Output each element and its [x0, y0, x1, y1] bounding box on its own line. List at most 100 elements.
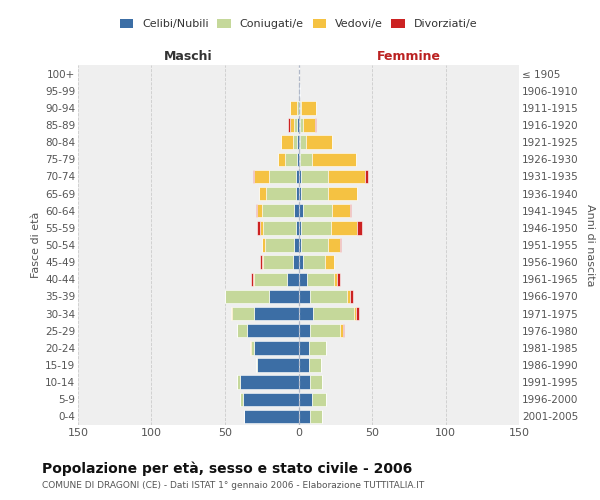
Bar [365, 170, 368, 183]
Bar [281, 136, 293, 149]
Bar [343, 324, 344, 338]
Bar [269, 290, 299, 303]
Bar [257, 358, 299, 372]
Bar [299, 341, 309, 354]
Bar [293, 256, 299, 269]
Bar [263, 256, 293, 269]
Bar [259, 187, 266, 200]
Bar [294, 238, 299, 252]
Bar [310, 324, 340, 338]
Bar [299, 272, 307, 286]
Bar [285, 152, 297, 166]
Bar [257, 204, 262, 218]
Bar [301, 101, 316, 114]
Bar [297, 118, 299, 132]
Bar [310, 290, 347, 303]
Bar [312, 392, 326, 406]
Bar [299, 170, 301, 183]
Bar [299, 187, 301, 200]
Bar [301, 170, 328, 183]
Bar [356, 307, 359, 320]
Bar [244, 410, 299, 423]
Bar [300, 152, 312, 166]
Bar [299, 118, 300, 132]
Bar [293, 136, 297, 149]
Bar [254, 307, 299, 320]
Bar [225, 290, 269, 303]
Bar [253, 170, 254, 183]
Y-axis label: Fasce di età: Fasce di età [31, 212, 41, 278]
Bar [296, 170, 299, 183]
Bar [301, 221, 331, 234]
Bar [299, 307, 313, 320]
Bar [355, 307, 356, 320]
Bar [307, 272, 334, 286]
Bar [299, 136, 300, 149]
Bar [263, 221, 296, 234]
Bar [328, 187, 357, 200]
Bar [240, 392, 242, 406]
Bar [340, 324, 343, 338]
Bar [299, 392, 312, 406]
Bar [250, 341, 251, 354]
Bar [296, 221, 299, 234]
Bar [350, 290, 353, 303]
Bar [300, 101, 301, 114]
Bar [287, 272, 299, 286]
Bar [297, 101, 299, 114]
Bar [337, 272, 340, 286]
Bar [328, 238, 340, 252]
Bar [260, 256, 262, 269]
Bar [350, 204, 352, 218]
Bar [299, 324, 310, 338]
Bar [334, 272, 337, 286]
Bar [300, 118, 303, 132]
Bar [300, 136, 306, 149]
Bar [301, 187, 328, 200]
Bar [262, 238, 265, 252]
Bar [303, 204, 332, 218]
Bar [262, 204, 294, 218]
Bar [297, 152, 299, 166]
Bar [299, 84, 300, 98]
Bar [288, 118, 290, 132]
Bar [299, 290, 310, 303]
Bar [299, 256, 303, 269]
Bar [294, 204, 299, 218]
Bar [253, 272, 254, 286]
Bar [303, 256, 325, 269]
Text: COMUNE DI DRAGONI (CE) - Dati ISTAT 1° gennaio 2006 - Elaborazione TUTTITALIA.IT: COMUNE DI DRAGONI (CE) - Dati ISTAT 1° g… [42, 481, 424, 490]
Bar [299, 221, 301, 234]
Bar [269, 170, 296, 183]
Text: Maschi: Maschi [164, 50, 212, 64]
Bar [340, 238, 341, 252]
Bar [325, 256, 334, 269]
Bar [290, 101, 297, 114]
Bar [240, 376, 299, 389]
Bar [237, 324, 247, 338]
Bar [299, 410, 310, 423]
Bar [309, 358, 320, 372]
Bar [247, 324, 299, 338]
Bar [254, 272, 287, 286]
Text: Popolazione per età, sesso e stato civile - 2006: Popolazione per età, sesso e stato civil… [42, 462, 412, 476]
Bar [314, 118, 316, 132]
Bar [242, 392, 299, 406]
Bar [296, 187, 299, 200]
Text: Femmine: Femmine [377, 50, 441, 64]
Bar [299, 152, 300, 166]
Bar [328, 170, 365, 183]
Bar [254, 170, 269, 183]
Bar [297, 136, 299, 149]
Bar [332, 204, 350, 218]
Bar [331, 221, 358, 234]
Bar [231, 307, 232, 320]
Bar [265, 238, 294, 252]
Bar [299, 204, 303, 218]
Bar [309, 341, 326, 354]
Bar [299, 101, 300, 114]
Bar [313, 307, 355, 320]
Bar [262, 256, 263, 269]
Bar [299, 238, 301, 252]
Bar [294, 118, 297, 132]
